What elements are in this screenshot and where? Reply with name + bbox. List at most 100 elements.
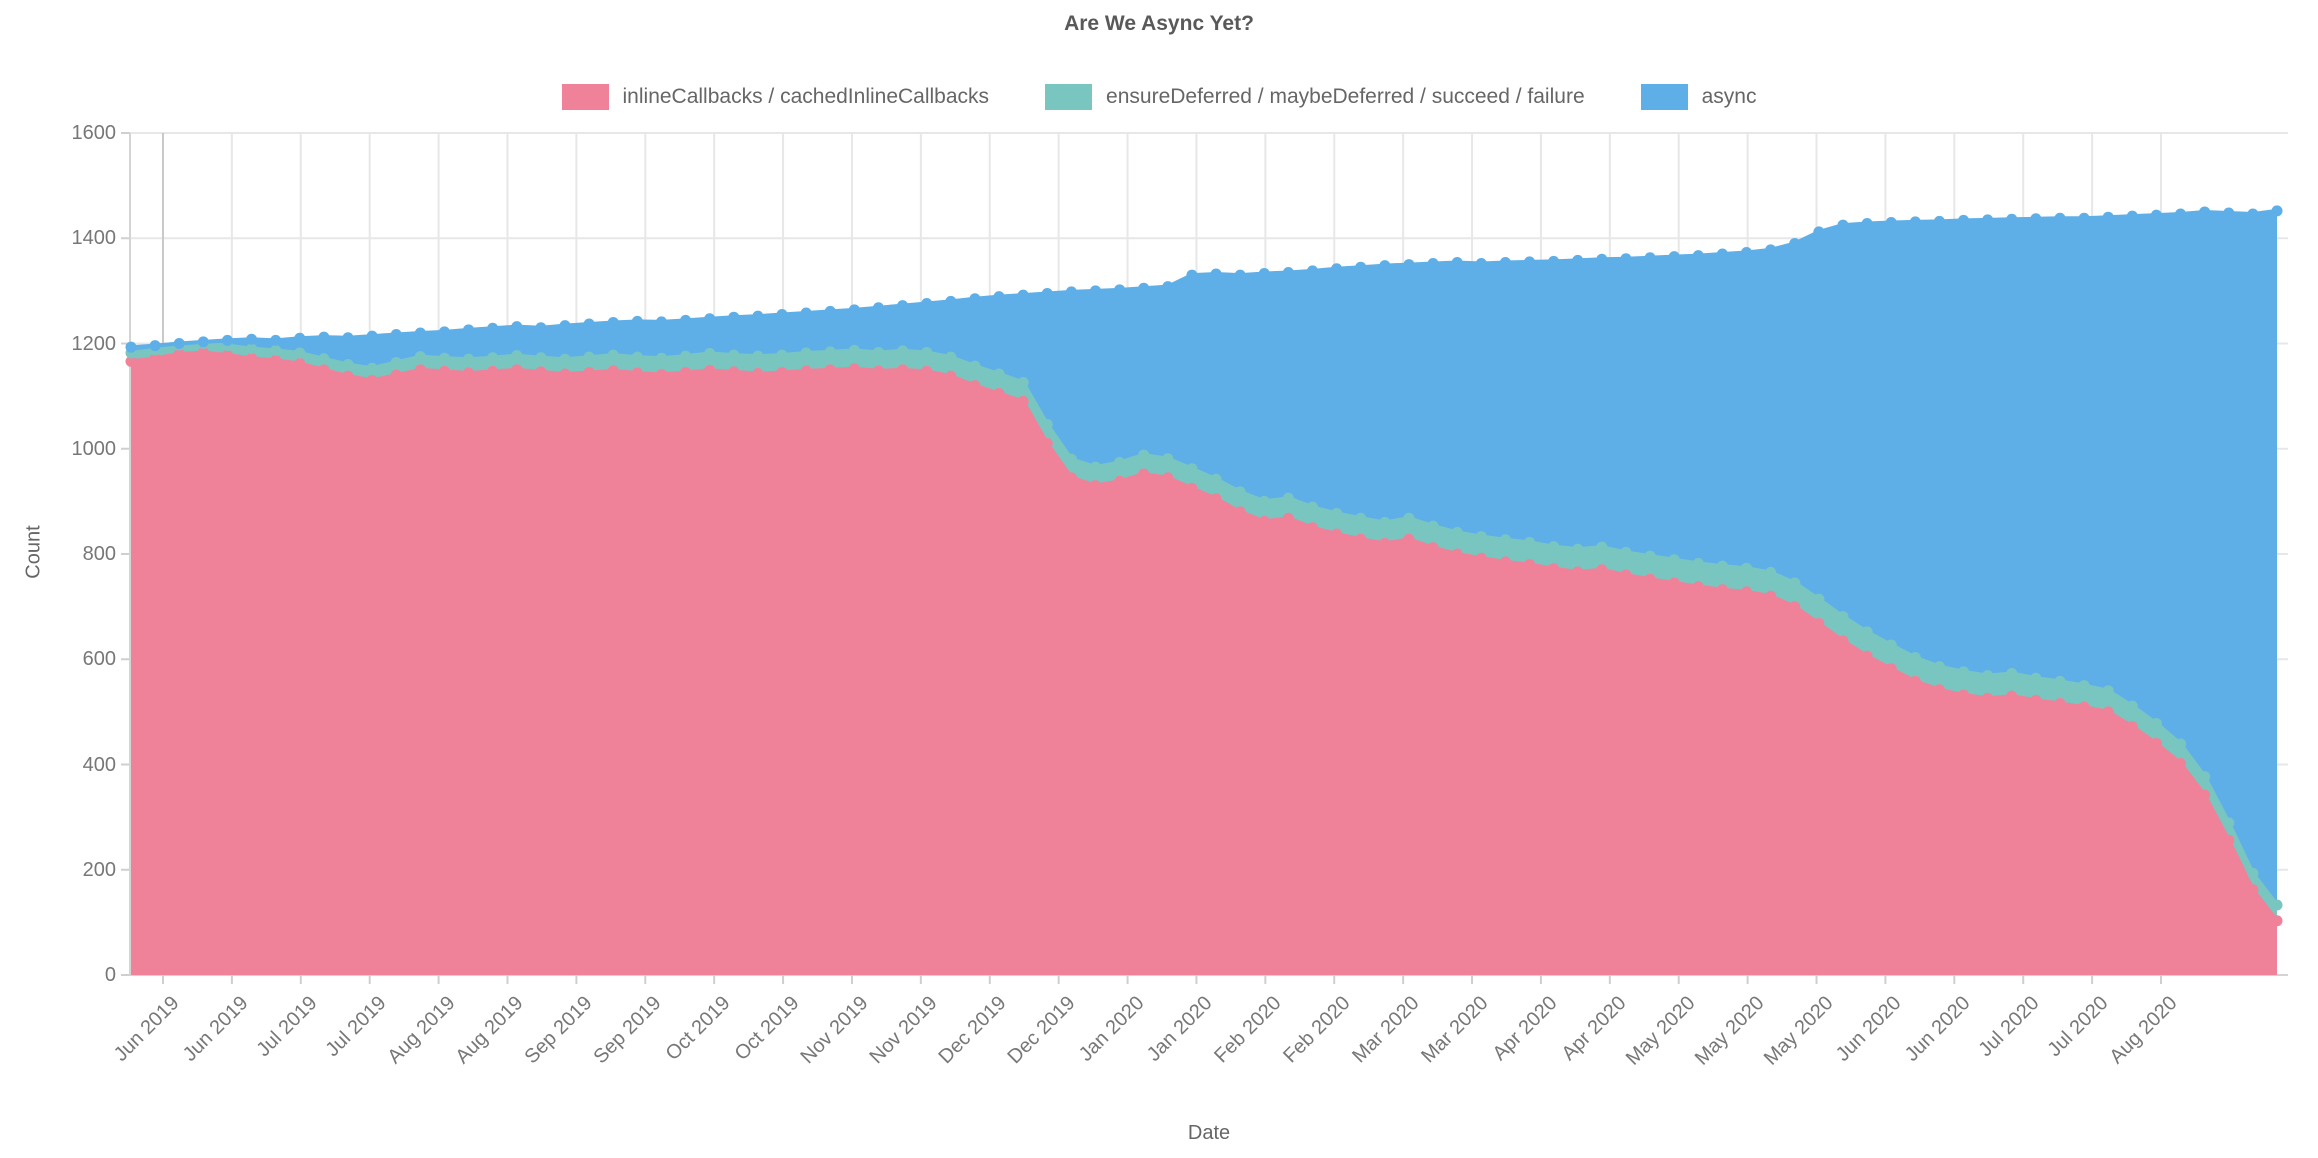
point-marker xyxy=(824,346,836,358)
legend-item-0[interactable]: inlineCallbacks / cachedInlineCallbacks xyxy=(561,84,990,110)
point-marker xyxy=(2247,867,2259,879)
point-marker xyxy=(1114,284,1126,296)
point-marker xyxy=(1620,569,1632,581)
point-marker xyxy=(969,360,981,372)
point-marker xyxy=(1499,556,1511,568)
point-marker xyxy=(1162,472,1174,484)
point-marker xyxy=(1210,268,1222,280)
legend-item-2[interactable]: async xyxy=(1640,84,1756,110)
point-marker xyxy=(197,336,209,348)
point-marker xyxy=(680,314,692,326)
legend-label: inlineCallbacks / cachedInlineCallbacks xyxy=(622,85,990,108)
point-marker xyxy=(1668,577,1680,589)
point-marker xyxy=(2054,675,2066,687)
point-marker xyxy=(2150,209,2162,221)
point-marker xyxy=(921,346,933,358)
point-marker xyxy=(1475,552,1487,564)
point-marker xyxy=(559,353,571,365)
point-marker xyxy=(1692,581,1704,593)
point-marker xyxy=(1065,286,1077,298)
point-marker xyxy=(197,346,209,358)
point-marker xyxy=(728,311,740,323)
point-marker xyxy=(2223,834,2235,846)
point-marker xyxy=(1741,246,1753,258)
point-marker xyxy=(897,364,909,376)
point-marker xyxy=(438,352,450,364)
point-marker xyxy=(848,363,860,375)
point-marker xyxy=(535,322,547,334)
point-marker xyxy=(1186,463,1198,475)
point-marker xyxy=(631,351,643,363)
point-marker xyxy=(1837,635,1849,647)
point-marker xyxy=(1089,461,1101,473)
legend-item-1[interactable]: ensureDeferred / maybeDeferred / succeed… xyxy=(1045,84,1585,110)
point-marker xyxy=(342,359,354,371)
point-marker xyxy=(1355,512,1367,524)
point-marker xyxy=(414,364,426,376)
point-marker xyxy=(680,350,692,362)
point-marker xyxy=(824,305,836,317)
point-marker xyxy=(125,341,137,353)
point-marker xyxy=(511,364,523,376)
point-marker xyxy=(1572,254,1584,266)
point-marker xyxy=(1403,259,1415,271)
point-marker xyxy=(1041,437,1053,449)
point-marker xyxy=(1572,543,1584,555)
point-marker xyxy=(318,331,330,343)
point-marker xyxy=(583,351,595,363)
point-marker xyxy=(704,364,716,376)
point-marker xyxy=(1789,601,1801,613)
point-marker xyxy=(246,343,258,355)
point-marker xyxy=(342,370,354,382)
point-marker xyxy=(2030,672,2042,684)
point-marker xyxy=(463,324,475,336)
legend-label: ensureDeferred / maybeDeferred / succeed… xyxy=(1106,85,1585,108)
point-marker xyxy=(1741,562,1753,574)
point-marker xyxy=(1162,453,1174,465)
point-marker xyxy=(2126,210,2138,222)
point-marker xyxy=(1741,586,1753,598)
point-marker xyxy=(1982,214,1994,226)
point-marker xyxy=(1499,256,1511,268)
point-marker xyxy=(1885,663,1897,675)
point-marker xyxy=(1475,531,1487,543)
point-marker xyxy=(221,349,233,361)
point-marker xyxy=(897,300,909,312)
point-marker xyxy=(1813,593,1825,605)
point-marker xyxy=(2223,207,2235,219)
point-marker xyxy=(1475,258,1487,270)
point-marker xyxy=(487,352,499,364)
point-marker xyxy=(149,352,161,364)
point-marker xyxy=(246,352,258,364)
point-marker xyxy=(270,334,282,346)
point-marker xyxy=(1861,650,1873,662)
point-marker xyxy=(1692,557,1704,569)
point-marker xyxy=(559,320,571,332)
point-marker xyxy=(535,366,547,378)
point-marker xyxy=(1933,684,1945,696)
point-marker xyxy=(1813,226,1825,238)
y-tick-label: 1600 xyxy=(71,122,117,144)
point-marker xyxy=(993,387,1005,399)
point-marker xyxy=(318,353,330,365)
point-marker xyxy=(1716,560,1728,572)
point-marker xyxy=(897,345,909,357)
point-marker xyxy=(1982,692,1994,704)
point-marker xyxy=(438,365,450,377)
point-marker xyxy=(607,349,619,361)
point-marker xyxy=(1307,501,1319,513)
point-marker xyxy=(1668,251,1680,263)
point-marker xyxy=(1403,512,1415,524)
point-marker xyxy=(945,351,957,363)
point-marker xyxy=(342,332,354,344)
point-marker xyxy=(2175,738,2187,750)
point-marker xyxy=(1234,506,1246,518)
point-marker xyxy=(1909,675,1921,687)
point-marker xyxy=(1499,534,1511,546)
point-marker xyxy=(1427,520,1439,532)
point-marker xyxy=(1958,666,1970,678)
point-marker xyxy=(752,367,764,379)
point-marker xyxy=(728,349,740,361)
point-marker xyxy=(390,356,402,368)
